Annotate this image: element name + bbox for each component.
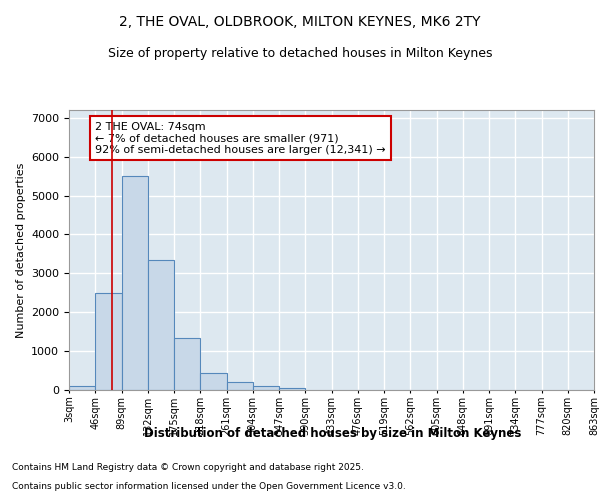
Bar [253,386,279,390]
Text: Size of property relative to detached houses in Milton Keynes: Size of property relative to detached ho… [108,48,492,60]
Bar [95,293,121,390]
Text: Contains public sector information licensed under the Open Government Licence v3: Contains public sector information licen… [12,482,406,491]
Bar [200,372,227,390]
Bar [148,260,174,390]
Bar [227,382,253,390]
Bar [174,338,200,390]
Bar [69,386,95,390]
Bar [121,176,148,390]
Y-axis label: Number of detached properties: Number of detached properties [16,162,26,338]
Text: 2, THE OVAL, OLDBROOK, MILTON KEYNES, MK6 2TY: 2, THE OVAL, OLDBROOK, MILTON KEYNES, MK… [119,15,481,29]
Text: Distribution of detached houses by size in Milton Keynes: Distribution of detached houses by size … [145,428,521,440]
Text: Contains HM Land Registry data © Crown copyright and database right 2025.: Contains HM Land Registry data © Crown c… [12,464,364,472]
Text: 2 THE OVAL: 74sqm
← 7% of detached houses are smaller (971)
92% of semi-detached: 2 THE OVAL: 74sqm ← 7% of detached house… [95,122,386,155]
Bar [279,388,305,390]
